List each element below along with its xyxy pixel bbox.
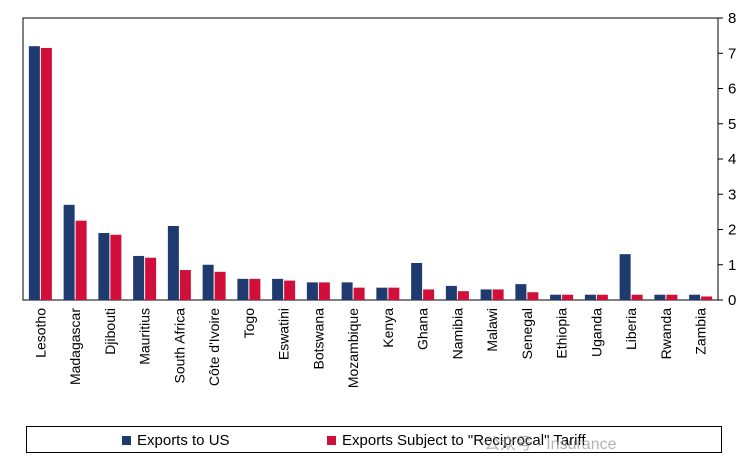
legend-swatch-exports-subject-to-tariff	[327, 435, 336, 445]
bar-exports-to-us	[654, 294, 666, 300]
legend: Exports to US Exports Subject to "Recipr…	[26, 426, 722, 453]
x-tick-label: Mozambique	[345, 308, 361, 388]
x-tick-label: Namibia	[449, 308, 465, 360]
y-tick-label: 0	[728, 292, 736, 309]
bar-exports-to-us	[167, 225, 179, 300]
bar-exports-to-us	[445, 285, 457, 300]
bar-subject-to-tariff	[596, 294, 608, 300]
bar-subject-to-tariff	[318, 282, 330, 300]
bar-subject-to-tariff	[701, 296, 713, 300]
bar-exports-to-us	[98, 233, 110, 300]
bar-exports-to-us	[341, 282, 353, 300]
bar-exports-to-us	[619, 254, 631, 300]
bar-subject-to-tariff	[423, 289, 435, 300]
x-tick-label: Malawi	[484, 308, 500, 352]
y-tick-label: 8	[728, 10, 736, 27]
y-tick-label: 4	[728, 151, 736, 168]
bar-subject-to-tariff	[353, 287, 365, 300]
legend-swatch-exports-to-us	[122, 435, 131, 445]
x-tick-label: Kenya	[380, 308, 396, 348]
bar-exports-to-us	[237, 278, 249, 300]
bar-exports-to-us	[376, 287, 388, 300]
x-tick-label: Eswatini	[276, 308, 292, 360]
x-tick-label: Senegal	[519, 308, 535, 359]
bar-subject-to-tariff	[145, 257, 157, 300]
bar-exports-to-us	[584, 294, 596, 300]
bar-exports-to-us	[133, 255, 145, 300]
bar-exports-to-us	[515, 284, 527, 300]
bar-subject-to-tariff	[214, 271, 226, 300]
y-tick-label: 7	[728, 45, 736, 62]
y-tick-label: 5	[728, 116, 736, 133]
legend-label-exports-to-us: Exports to US	[137, 431, 230, 449]
x-tick-label: Ghana	[415, 308, 431, 350]
bar-subject-to-tariff	[631, 294, 643, 300]
bar-subject-to-tariff	[388, 287, 400, 300]
y-tick-label: 3	[728, 186, 736, 203]
x-tick-label: Zambia	[693, 308, 709, 355]
bar-subject-to-tariff	[40, 47, 52, 301]
x-tick-label: Djibouti	[102, 308, 118, 355]
x-tick-label: Rwanda	[658, 308, 674, 360]
x-tick-label: South Africa	[171, 308, 187, 384]
x-tick-label: Mauritius	[137, 308, 153, 365]
bar-subject-to-tariff	[284, 280, 296, 300]
x-tick-label: Uganda	[588, 308, 604, 357]
x-tick-label: Côte d'Ivoire	[206, 308, 222, 386]
bar-subject-to-tariff	[179, 270, 191, 300]
bar-subject-to-tariff	[110, 234, 122, 300]
watermark: 公众号 · Insurance	[484, 436, 617, 453]
bar-exports-to-us	[63, 204, 75, 300]
bar-exports-to-us	[689, 294, 701, 300]
bar-subject-to-tariff	[666, 294, 678, 300]
x-tick-label: Togo	[241, 308, 257, 339]
legend-item-exports-subject-to-tariff: Exports Subject to "Reciprocal" Tariff	[327, 431, 586, 449]
legend-item-exports-to-us: Exports to US	[122, 431, 230, 449]
plot-frame	[22, 17, 719, 301]
bar-exports-to-us	[550, 294, 562, 300]
bar-exports-to-us	[272, 278, 284, 300]
x-tick-label: Ethiopia	[554, 308, 570, 359]
x-tick-label: Lesotho	[32, 308, 48, 358]
bar-subject-to-tariff	[492, 289, 504, 300]
legend-label-exports-subject-to-tariff: Exports Subject to "Reciprocal" Tariff	[342, 431, 586, 449]
x-tick-label: Madagascar	[67, 308, 83, 385]
y-tick-label: 6	[728, 81, 736, 98]
bar-subject-to-tariff	[527, 292, 539, 300]
bar-subject-to-tariff	[249, 278, 261, 300]
bar-exports-to-us	[480, 289, 492, 300]
x-tick-label: Botswana	[310, 308, 326, 370]
bar-subject-to-tariff	[562, 294, 574, 300]
y-tick-label: 1	[728, 257, 736, 274]
bar-subject-to-tariff	[75, 220, 87, 300]
y-tick-label: 2	[728, 222, 736, 239]
bar-exports-to-us	[306, 282, 318, 300]
bar-subject-to-tariff	[457, 291, 469, 300]
x-tick-label: Liberia	[623, 308, 639, 350]
bar-exports-to-us	[411, 262, 423, 300]
bar-exports-to-us	[202, 264, 214, 300]
bar-exports-to-us	[28, 46, 40, 301]
